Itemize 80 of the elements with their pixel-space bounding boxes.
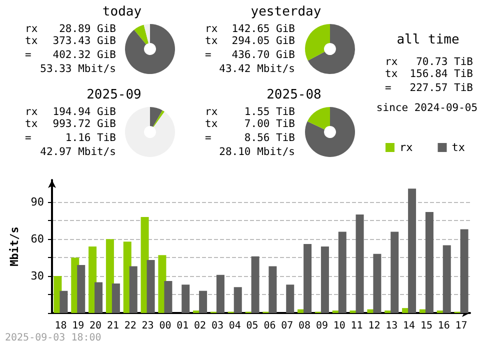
- x-tick-label: 07: [281, 320, 294, 332]
- x-tick-label: 14: [403, 320, 416, 332]
- bar: [304, 244, 312, 313]
- text: 53.33 Mbit/s: [40, 63, 116, 75]
- bar: [199, 290, 208, 313]
- x-tick-label: 03: [211, 320, 224, 332]
- bar: [77, 264, 86, 313]
- x-tick-label: 20: [90, 320, 102, 332]
- bar: [234, 287, 242, 313]
- text: since 2024-09-05: [376, 102, 478, 114]
- legend-label: rx: [400, 141, 414, 154]
- text: tx 373.43 GiB: [25, 35, 116, 47]
- bar: [94, 282, 103, 313]
- text: rx 1.55 TiB: [205, 106, 295, 118]
- x-tick-label: 09: [316, 320, 328, 332]
- x-tick-label: 01: [176, 320, 189, 332]
- y-tick-label: 90: [30, 196, 44, 209]
- bar: [251, 256, 260, 313]
- text: = 8.56 TiB: [205, 132, 295, 144]
- text: rx 70.73 TiB: [385, 56, 473, 68]
- text: 43.42 Mbit/s: [219, 63, 295, 75]
- x-tick-label: 00: [159, 320, 172, 332]
- text: all time: [396, 32, 460, 48]
- bar: [146, 260, 155, 313]
- x-tick-label: 06: [264, 320, 276, 332]
- bar: [286, 284, 294, 313]
- x-tick-label: 18: [54, 320, 67, 332]
- text: = 227.57 TiB: [385, 82, 473, 94]
- x-tick-label: 19: [72, 320, 84, 332]
- bar: [373, 254, 382, 313]
- chart-title: today: [102, 4, 142, 20]
- y-tick-label: 30: [30, 270, 44, 283]
- bar: [338, 232, 346, 313]
- text: tx 993.72 GiB: [25, 118, 116, 130]
- bar: [390, 232, 399, 313]
- x-tick-label: 21: [106, 320, 119, 332]
- x-tick-label: 13: [386, 320, 398, 332]
- text: = 1.16 TiB: [25, 132, 116, 144]
- bar: [164, 280, 172, 313]
- bar: [106, 239, 114, 313]
- legend-label: tx: [452, 141, 466, 154]
- bar: [129, 266, 138, 313]
- x-tick-label: 10: [333, 320, 346, 332]
- text: 42.97 Mbit/s: [40, 146, 116, 158]
- text: = 436.70 GiB: [205, 49, 295, 61]
- bar: [112, 283, 120, 313]
- text: 28.10 Mbit/s: [219, 146, 295, 158]
- text: = 402.32 GiB: [25, 49, 116, 61]
- chart-title: 2025-08: [266, 88, 322, 102]
- bar: [60, 290, 68, 313]
- x-tick-label: 17: [455, 320, 468, 332]
- bar: [356, 214, 364, 313]
- x-tick-label: 23: [142, 320, 154, 332]
- bar: [320, 246, 329, 313]
- x-tick-label: 04: [228, 320, 241, 332]
- x-tick-label: 15: [420, 320, 432, 332]
- bar: [216, 274, 224, 313]
- text: tx 156.84 TiB: [385, 68, 473, 80]
- text: tx 294.05 GiB: [205, 35, 295, 47]
- x-tick-label: 02: [194, 320, 206, 332]
- x-tick-label: 12: [368, 320, 380, 332]
- bar: [182, 284, 190, 313]
- x-tick-label: 22: [124, 320, 136, 332]
- text: rx 142.65 GiB: [205, 23, 295, 35]
- text: 2025-09-03 18:00: [5, 332, 102, 344]
- text: rx 28.89 GiB: [25, 23, 116, 35]
- text: tx 7.00 TiB: [205, 118, 295, 130]
- x-tick-label: 05: [246, 320, 258, 332]
- x-tick-label: 16: [438, 320, 450, 332]
- bar: [442, 245, 451, 313]
- chart-title: yesterday: [250, 4, 322, 20]
- chart-title: 2025-09: [86, 88, 142, 102]
- bar: [408, 188, 416, 313]
- text: rx 194.94 GiB: [25, 106, 116, 118]
- y-tick-label: 60: [30, 232, 44, 246]
- x-tick-label: 08: [298, 320, 311, 332]
- x-tick-label: 11: [350, 320, 363, 332]
- bar: [425, 212, 434, 313]
- bar: [268, 266, 277, 313]
- y-axis-title: Mbit/s: [8, 226, 21, 266]
